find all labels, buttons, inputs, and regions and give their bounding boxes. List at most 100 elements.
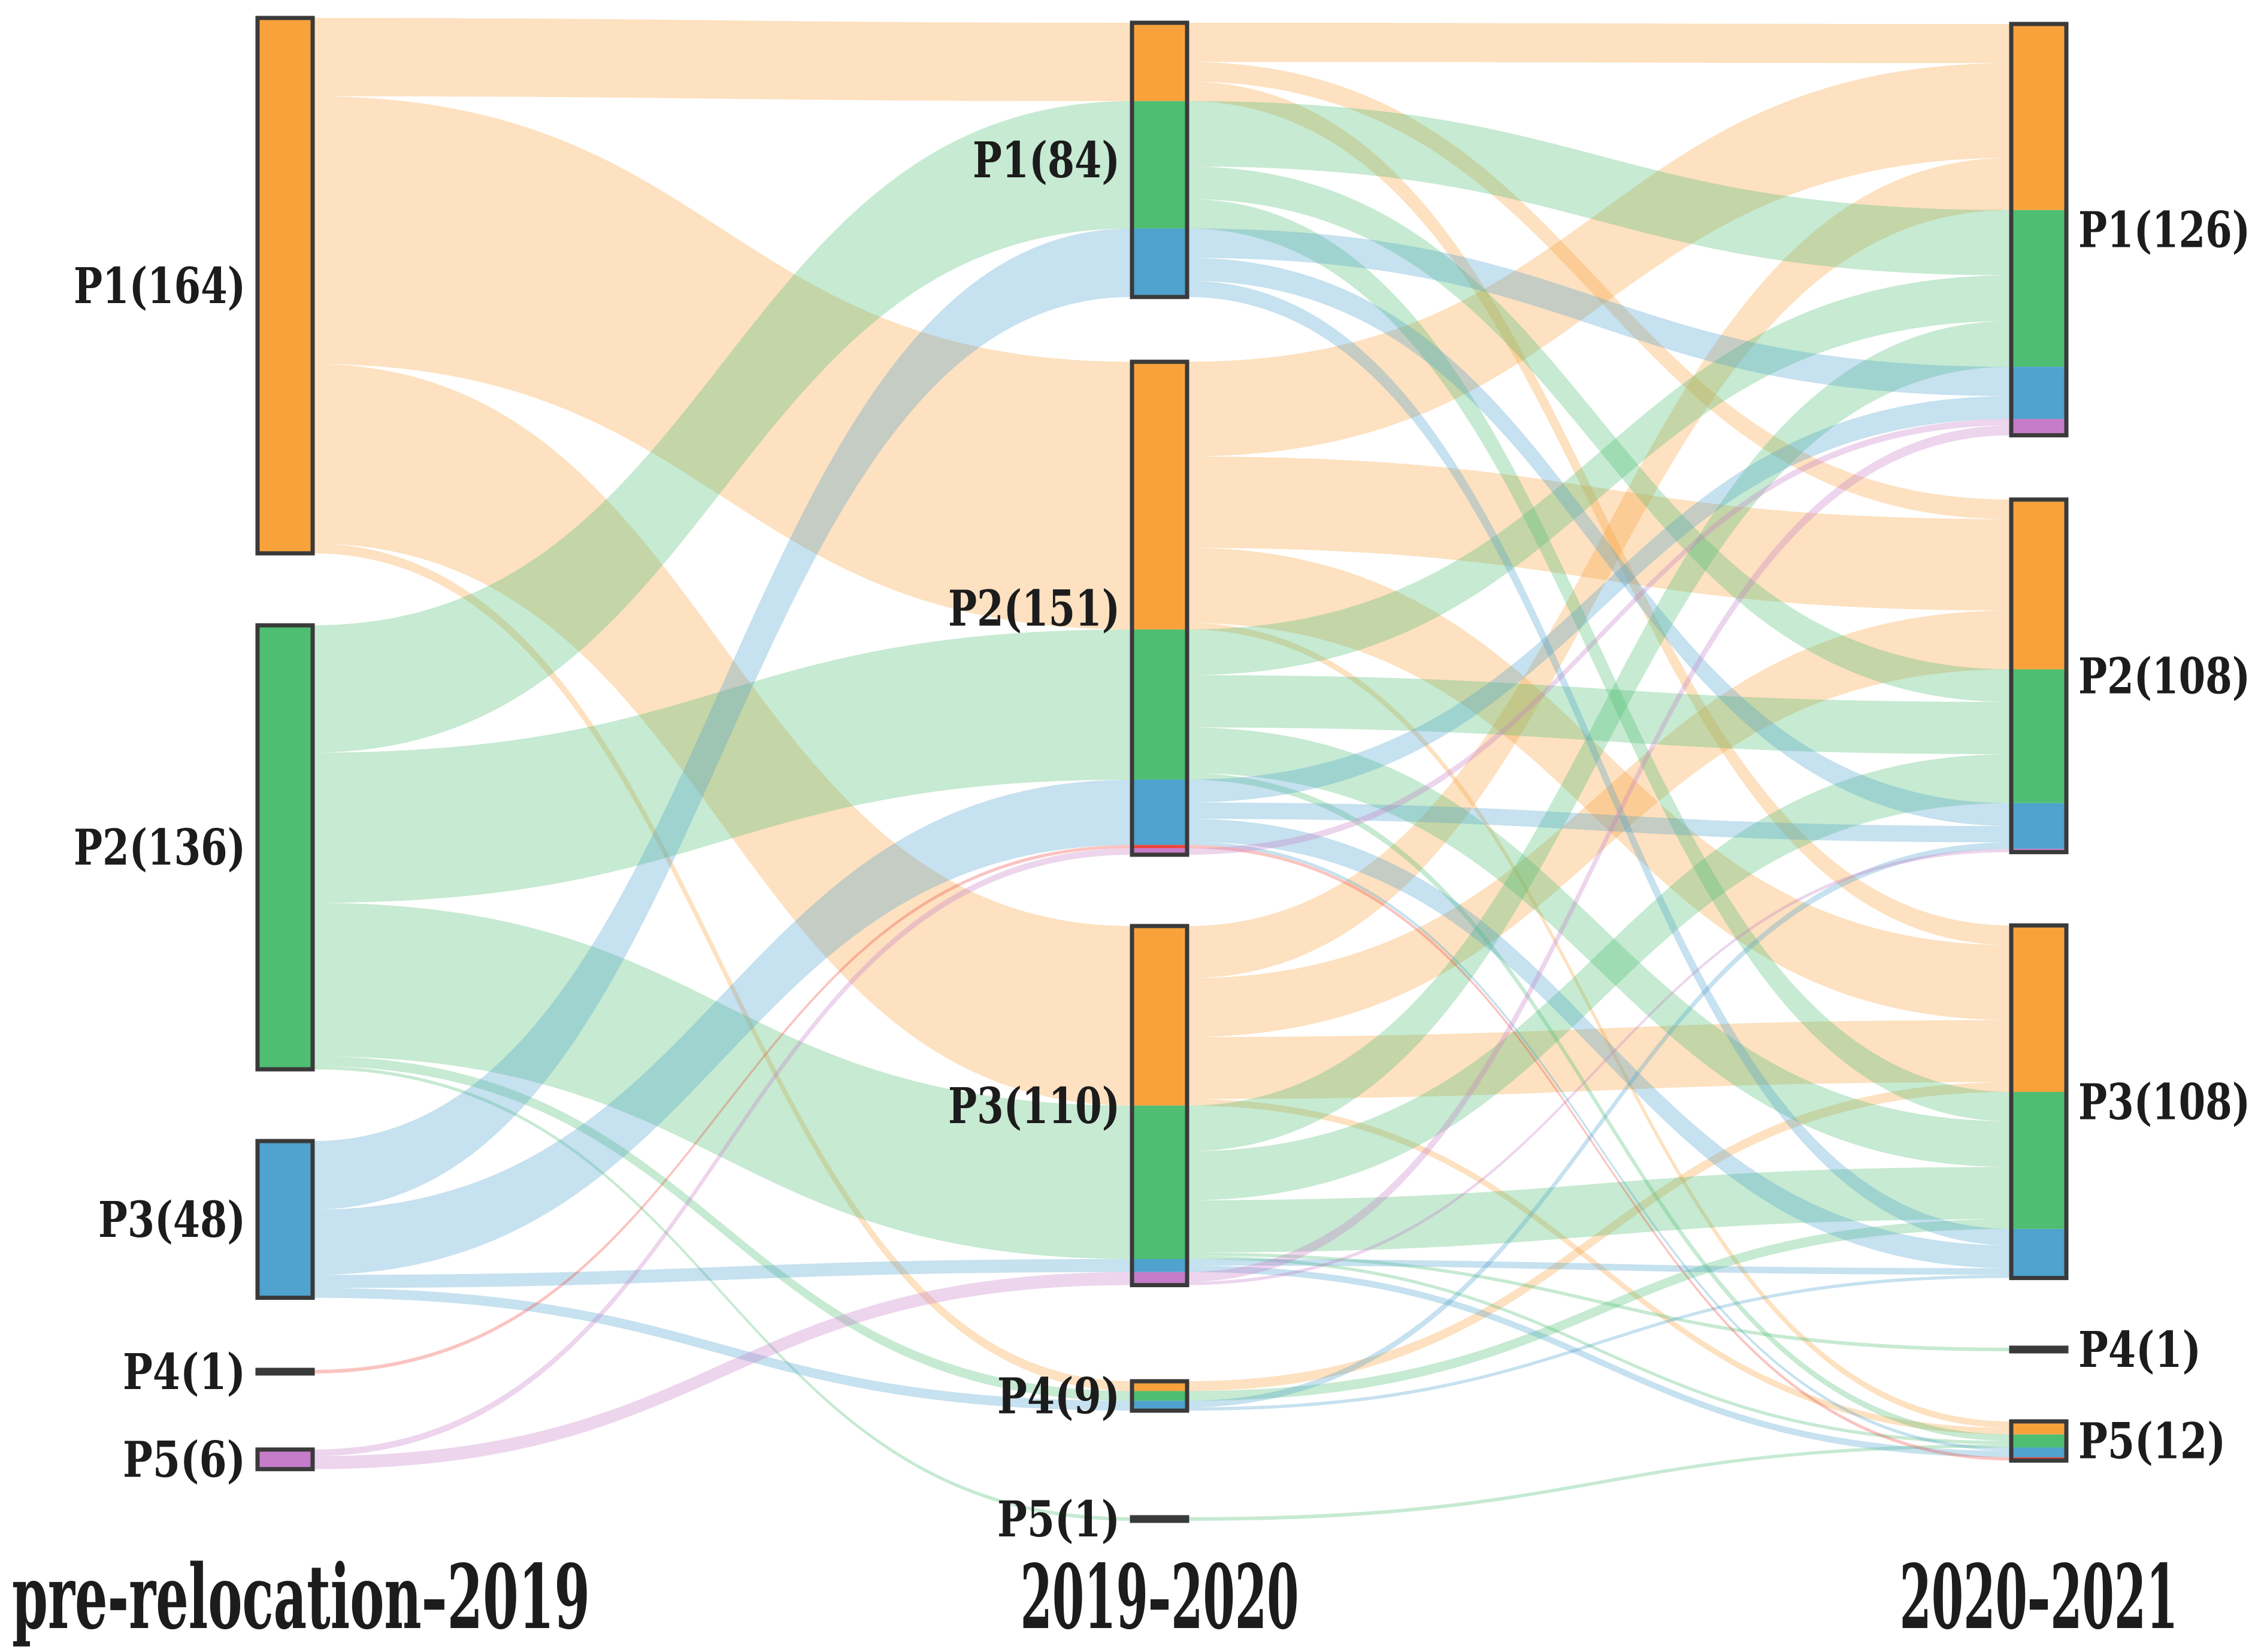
flow-ribbon-P2-to-P5 [1187,773,2011,1441]
flow-ribbon-P1-to-P3 [1187,280,2011,1246]
flow-ribbon-P5-to-P2 [313,848,1132,1456]
node-segment [1132,629,1187,780]
flow-ribbon-P3-to-P3 [313,1258,1132,1288]
flow-ribbon-P2-to-P4 [313,1056,1132,1401]
sankey-node-P5 [255,1447,315,1472]
node-label-P2(151): P2(151) [948,580,1120,638]
flow-ribbon-P2-to-P5 [1187,623,2011,1428]
flow-ribbon-P3-to-P1 [1187,321,2011,1151]
flow-ribbon-P3-to-P4 [313,1288,1132,1411]
flow-ribbon-P3-to-P5 [1187,1099,2011,1435]
flow-ribbon-P2-to-P3 [1187,819,2011,1269]
sankey-node-P3 [1130,924,1189,1287]
sankey-node-P2 [255,623,315,1072]
node-segment [258,1141,313,1298]
node-segment [2011,500,2066,670]
node-bars [255,16,2069,1523]
node-label-P2(136): P2(136) [74,819,246,877]
node-segment [2011,210,2066,367]
flow-ribbon-P3-to-P3 [1187,1258,2011,1275]
node-label-P5(1): P5(1) [997,1491,1120,1548]
flow-ribbon-P2-to-P1 [1187,63,2011,456]
flow-ribbon-P2-to-P2 [1187,675,2011,755]
flow-ribbon-P3-to-P2 [1187,849,2011,1285]
node-segment [2011,367,2066,419]
flow-ribbon-P4-to-P2 [1187,842,2011,1408]
node-segment [1132,848,1187,855]
sankey-node-P1 [1130,20,1189,299]
sankey-node-P4 [1130,1379,1189,1413]
flow-ribbon-P3-to-P1 [1187,425,2011,1282]
sankey-node-P3 [2009,923,2069,1281]
flow-ribbon-P1-to-P2 [1187,166,2011,702]
flow-ribbon-P4-to-P3 [1187,1219,2011,1401]
flow-ribbon-P4-to-P3 [1187,1082,2011,1391]
sankey-node-P1 [2009,22,2069,438]
axis-label-2019-2020: 2019–2020 [1021,1545,1299,1649]
flow-ribbon-P1-to-P2 [1187,258,2011,826]
flow-ribbon-P2-to-P1 [313,101,1132,753]
axis-label-pre-relocation-2019: pre-relocation–2019 [12,1545,590,1649]
flow-ribbon-P1-to-P1 [1187,228,2011,397]
node-label-P1(164): P1(164) [74,258,246,315]
node-segment [1132,1400,1187,1411]
node-label-P2(108): P2(108) [2078,648,2250,705]
node-segment [1132,23,1187,101]
node-segment [2011,925,2066,1092]
node-label-P3(48): P3(48) [98,1191,246,1249]
flow-ribbon-P1-to-P3 [1187,199,2011,1121]
flow-ribbon-P1-to-P2 [1187,62,2011,519]
flow-ribbon-P3-to-P2 [1187,610,2011,1037]
sankey-node-P4 [2009,1345,2069,1354]
sankey-node-P3 [255,1139,315,1300]
node-segment [1132,1258,1187,1272]
flow-ribbon-P3-to-P2 [313,779,1132,1275]
flow-ribbon-P1-to-P3 [1187,81,2011,945]
node-label-P3(110): P3(110) [948,1078,1120,1135]
node-segment [258,1450,313,1469]
node-segment [2011,1447,2066,1457]
flow-ribbon-P2-to-P2 [1187,456,2011,611]
node-segment [1132,101,1187,229]
node-segment [1132,926,1187,1106]
flow-ribbon-P3-to-P4 [1187,1252,2011,1351]
flow-ribbon-P2-to-P1 [1187,275,2011,676]
node-label-P4(1): P4(1) [2078,1321,2201,1379]
flow-ribbon-P1-to-P3 [313,364,1132,1106]
node-segment [2011,1229,2066,1278]
node-segment [2011,24,2066,210]
flow-ribbon-P2-to-P5 [1187,845,2011,1461]
flow-ribbon-P2-to-P3 [1187,547,2011,1020]
node-labels: P1(164) P2(136) P3(48) P4(1) P5(6) P1(84) P2(1… [74,132,2250,1548]
node-segment [1132,1391,1187,1401]
flow-ribbon-P3-to-P2 [1187,754,2011,1200]
node-label-P1(84): P1(84) [973,132,1120,189]
node-segment [1132,845,1187,849]
sankey-node-P5 [2009,1419,2069,1463]
node-segment [1132,228,1187,297]
flow-ribbon-P2-to-P1 [1187,419,2011,855]
node-segment [2011,803,2066,849]
node-segment [1132,362,1187,630]
node-segment [258,625,313,1070]
flow-ribbons [313,18,2011,1521]
flow-ribbon-P3-to-P1 [313,228,1132,1210]
flow-ribbon-P2-to-P5 [313,1066,1132,1521]
flow-ribbon-P1-to-P1 [1187,23,2011,63]
node-label-P4(1): P4(1) [123,1344,246,1401]
flow-ribbon-P2-to-P3 [313,903,1132,1259]
node-segment [1132,1105,1187,1259]
flow-ribbon-P3-to-P3 [1187,1020,2011,1099]
flow-ribbon-P5-to-P3 [313,1272,1132,1469]
flow-ribbon-P3-to-P5 [1187,1265,2011,1457]
flow-ribbon-P2-to-P1 [1187,396,2011,803]
flow-ribbon-P4-to-P2 [313,845,1132,1373]
flow-ribbon-P4-to-P3 [1187,1275,2011,1411]
axis-labels: pre-relocation–2019 2019–2020 2020–2021 [12,1545,2178,1649]
node-label-P1(126): P1(126) [2078,201,2250,259]
node-segment [258,18,313,553]
sankey-node-P5 [1130,1515,1189,1523]
flow-ribbon-P1-to-P2 [313,96,1132,630]
